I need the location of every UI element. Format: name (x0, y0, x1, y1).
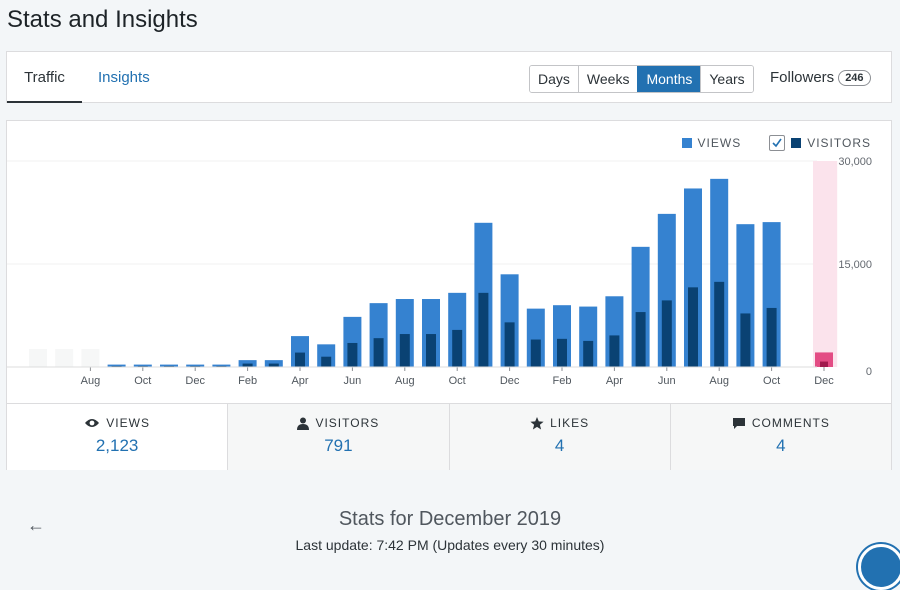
stat-label: LIKES (550, 416, 590, 430)
x-tick-label: Aug (709, 375, 729, 387)
views-legend-swatch (681, 138, 692, 148)
tab-insights[interactable]: Insights (98, 69, 150, 86)
stat-comments[interactable]: COMMENTS 4 (669, 404, 891, 470)
visitors-bar[interactable] (164, 365, 174, 367)
comment-icon (732, 417, 745, 429)
visitors-bar[interactable] (137, 365, 148, 367)
y-tick-label: 15,000 (838, 259, 872, 271)
stat-label: VISITORS (315, 416, 380, 430)
stat-value: 4 (776, 436, 786, 455)
stat-label: VIEWS (106, 416, 150, 430)
x-tick-label: Jun (344, 375, 362, 387)
star-icon (530, 416, 544, 429)
visitors-toggle-checkbox[interactable] (769, 135, 786, 151)
stats-navbar: Traffic Insights Days Weeks Months Years… (6, 51, 892, 103)
views-bar[interactable] (815, 352, 833, 367)
period-weeks-button[interactable]: Weeks (577, 66, 638, 92)
stats-summary-row: VIEWS 2,123 VISITORS 791 LIKES 4 COMMENT… (7, 403, 891, 470)
x-tick-label: Aug (395, 375, 415, 387)
empty-bar[interactable] (29, 349, 47, 367)
visitors-bar[interactable] (111, 365, 122, 367)
visitors-bar[interactable] (478, 292, 489, 367)
visitors-bar[interactable] (583, 340, 594, 367)
y-tick-label: 0 (866, 366, 872, 378)
page-title: Stats and Insights (7, 6, 198, 33)
stat-likes[interactable]: LIKES 4 (448, 404, 670, 470)
x-tick-label: Apr (606, 375, 623, 387)
visitors-bar[interactable] (820, 361, 828, 367)
visitors-bar[interactable] (216, 365, 227, 367)
visitors-bar[interactable] (242, 363, 253, 367)
visitors-bar[interactable] (609, 335, 620, 367)
followers-label: Followers (770, 69, 835, 86)
stat-views[interactable]: VIEWS 2,123 (7, 404, 228, 470)
x-tick-label: Dec (814, 375, 834, 387)
y-tick-label: 30,000 (838, 156, 872, 168)
x-tick-label: Feb (238, 375, 257, 387)
visitors-bar[interactable] (373, 338, 384, 367)
visitors-bar[interactable] (766, 307, 777, 367)
followers-link[interactable]: Followers 246 (770, 69, 871, 86)
views-bar[interactable] (212, 364, 231, 367)
visitors-bar[interactable] (347, 342, 358, 367)
visitors-bar[interactable] (190, 365, 201, 367)
period-days-button[interactable]: Days (530, 66, 578, 92)
empty-bar[interactable] (55, 349, 74, 367)
stats-period-title: Stats for December 2019 (338, 508, 562, 530)
stat-value: 4 (554, 436, 565, 455)
chart-legend: VIEWS VISITORS (681, 135, 871, 151)
x-tick-label: Oct (134, 375, 151, 387)
stats-bar-chart: 0 15,000 30,000 Aug Oct Dec Feb Apr Jun Aug Oct Dec… (7, 156, 872, 387)
views-bar[interactable] (133, 364, 152, 367)
followers-count-badge: 246 (838, 69, 871, 86)
x-tick-label: Oct (763, 375, 780, 387)
x-tick-label: Oct (449, 375, 466, 387)
stat-value: 791 (324, 436, 353, 455)
period-selector: Days Weeks Months Years (529, 65, 754, 93)
person-icon (297, 417, 310, 430)
empty-bar[interactable] (81, 349, 100, 367)
visitors-bar[interactable] (321, 356, 332, 367)
views-bar[interactable] (264, 360, 283, 367)
stat-label: COMMENTS (751, 416, 830, 430)
stat-value: 2,123 (95, 436, 139, 455)
views-bar[interactable] (186, 364, 205, 367)
views-bar[interactable] (238, 360, 257, 367)
period-years-button[interactable]: Years (700, 66, 753, 92)
eye-icon (85, 419, 100, 427)
visitors-bar[interactable] (661, 300, 672, 367)
visitors-bar[interactable] (557, 338, 567, 367)
views-bar[interactable] (160, 364, 178, 367)
x-tick-label: Dec (185, 375, 205, 387)
x-tick-label: Jun (658, 375, 676, 387)
visitors-bar[interactable] (530, 339, 541, 367)
visitors-bar[interactable] (399, 334, 410, 367)
x-tick-label: Apr (291, 375, 308, 387)
views-bar[interactable] (107, 364, 126, 367)
visitors-legend-label: VISITORS (807, 136, 871, 150)
last-update-text: Last update: 7:42 PM (Updates every 30 m… (295, 537, 605, 553)
visitors-legend-swatch (791, 138, 802, 148)
visitors-bar[interactable] (452, 329, 463, 367)
x-tick-label: Aug (81, 375, 101, 387)
stats-chart-card: 0 15,000 30,000 Aug Oct Dec Feb Apr Jun Aug Oct Dec… (6, 120, 892, 470)
checkmark-icon (772, 138, 782, 148)
help-button[interactable] (858, 544, 900, 590)
stat-visitors[interactable]: VISITORS 791 (227, 404, 449, 470)
period-months-button[interactable]: Months (637, 66, 701, 92)
visitors-bar[interactable] (740, 313, 751, 367)
views-legend-label: VIEWS (697, 136, 742, 150)
visitors-bar[interactable] (504, 322, 515, 367)
visitors-bar[interactable] (268, 363, 279, 367)
visitors-bar[interactable] (714, 281, 725, 367)
back-arrow-icon[interactable]: ← (27, 515, 45, 535)
tab-traffic[interactable]: Traffic (7, 52, 82, 103)
visitors-bar[interactable] (635, 312, 646, 367)
visitors-bar[interactable] (688, 287, 698, 367)
x-tick-label: Feb (553, 375, 572, 387)
visitors-bar[interactable] (426, 334, 436, 367)
visitors-bar[interactable] (295, 352, 305, 367)
x-tick-label: Dec (500, 375, 520, 387)
selected-period-highlight (813, 161, 838, 367)
